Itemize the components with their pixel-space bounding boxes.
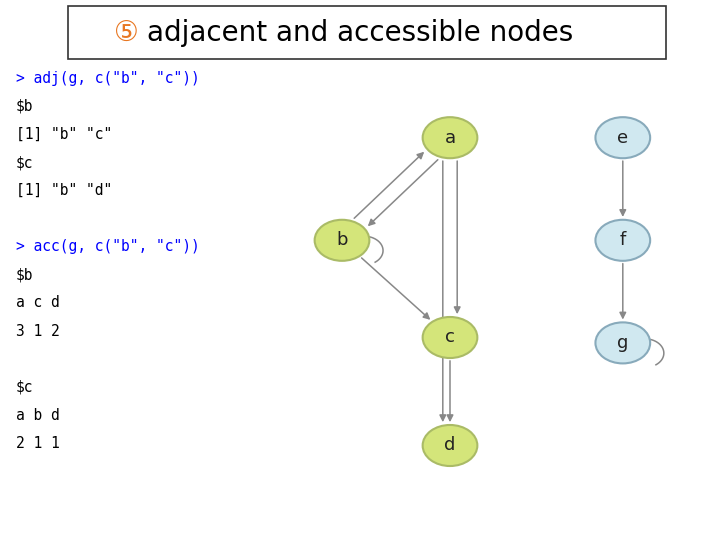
Text: > adj(g, c("b", "c")): > adj(g, c("b", "c")): [16, 71, 199, 86]
Text: $b: $b: [16, 99, 33, 114]
Text: $b: $b: [16, 267, 33, 282]
Text: b: b: [336, 231, 348, 249]
Text: a b d: a b d: [16, 408, 60, 423]
Text: a c d: a c d: [16, 295, 60, 310]
Circle shape: [595, 220, 650, 261]
Circle shape: [595, 322, 650, 363]
Circle shape: [595, 117, 650, 158]
Text: c: c: [445, 328, 455, 347]
Text: 3 1 2: 3 1 2: [16, 323, 60, 339]
Text: $c: $c: [16, 155, 33, 170]
Text: > acc(g, c("b", "c")): > acc(g, c("b", "c")): [16, 239, 199, 254]
Text: [1] "b" "c": [1] "b" "c": [16, 127, 112, 142]
Text: f: f: [620, 231, 626, 249]
Circle shape: [315, 220, 369, 261]
Text: $c: $c: [16, 380, 33, 395]
Text: g: g: [617, 334, 629, 352]
Text: e: e: [617, 129, 629, 147]
Text: ⑤: ⑤: [114, 19, 138, 47]
Text: 2 1 1: 2 1 1: [16, 436, 60, 451]
Circle shape: [423, 117, 477, 158]
Text: [1] "b" "d": [1] "b" "d": [16, 183, 112, 198]
FancyBboxPatch shape: [68, 6, 666, 59]
Circle shape: [423, 317, 477, 358]
Text: adjacent and accessible nodes: adjacent and accessible nodes: [147, 19, 573, 47]
Circle shape: [423, 425, 477, 466]
Text: d: d: [444, 436, 456, 455]
Text: a: a: [444, 129, 456, 147]
